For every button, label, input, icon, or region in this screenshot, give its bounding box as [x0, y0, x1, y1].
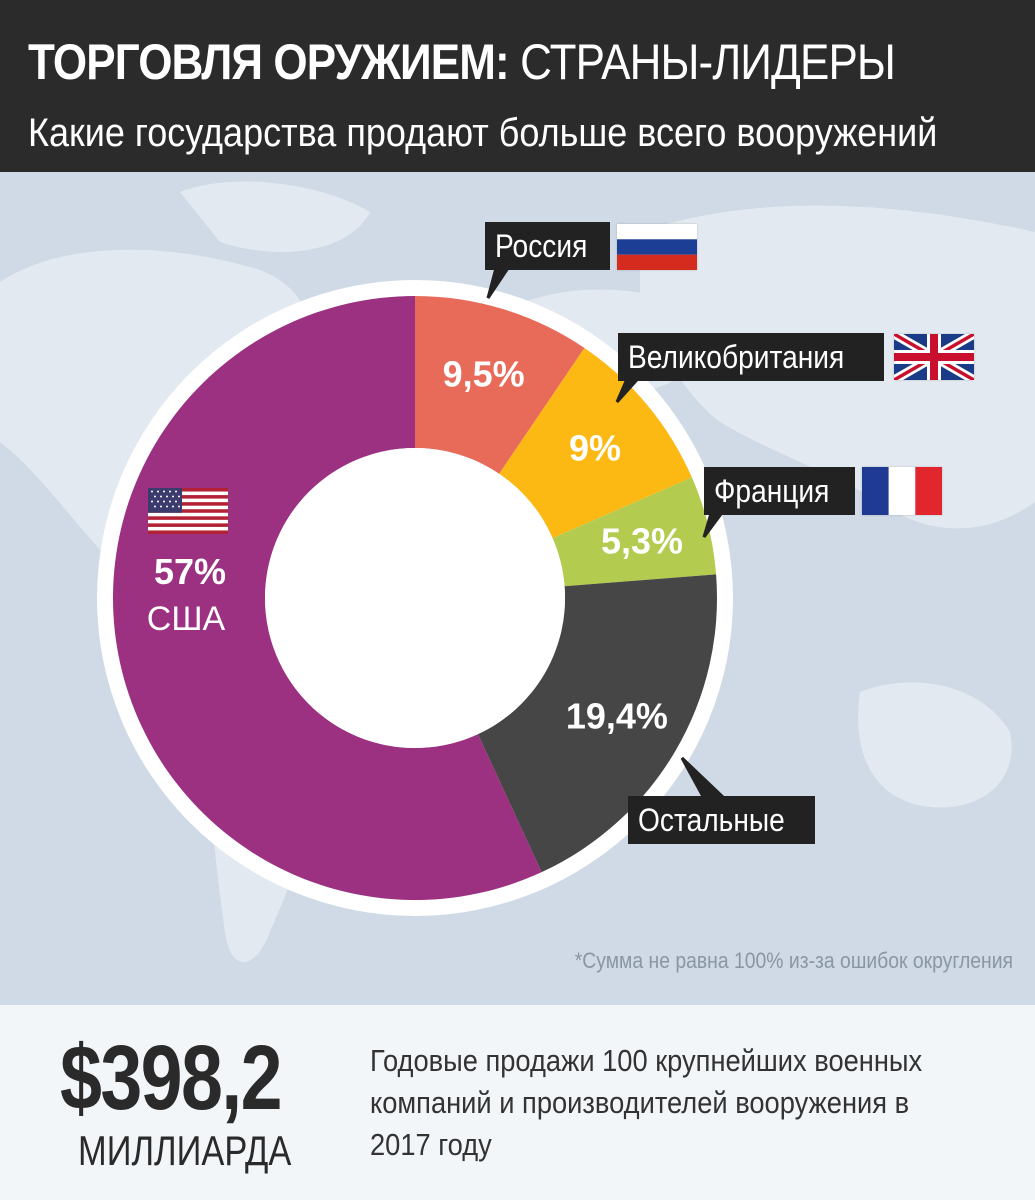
usa-label: США: [147, 600, 226, 638]
footer-panel: [0, 1005, 1035, 1200]
donut-chart: 9,5% 9% 5,3% 19,4% 57% США: [97, 266, 733, 916]
title-light: СТРАНЫ-ЛИДЕРЫ: [520, 34, 896, 90]
others-label: Остальные: [638, 802, 785, 838]
title-bold: ТОРГОВЛЯ ОРУЖИЕМ:: [28, 34, 510, 90]
data-label-russia: 9,5%: [443, 353, 525, 394]
donut-slice-usa: [112, 296, 542, 900]
footer-description: Годовые продажи 100 крупнейших военных к…: [370, 1043, 923, 1162]
russia-label: Россия: [495, 228, 588, 264]
footnote: *Сумма не равна 100% из-за ошибок округл…: [574, 948, 1013, 973]
total-sales-unit: МИЛЛИАРДА: [78, 1127, 292, 1174]
uk-flag-icon: [894, 334, 974, 380]
total-sales-value: $398,2: [60, 1027, 283, 1129]
data-label-usa: 57%: [154, 551, 226, 592]
france-flag-icon: [862, 467, 942, 515]
header: ТОРГОВЛЯ ОРУЖИЕМ: СТРАНЫ-ЛИДЕРЫ Какие го…: [0, 0, 1035, 172]
donut-slice-others: [477, 574, 717, 873]
donut-slice-uk: [499, 348, 692, 539]
uk-label: Великобритания: [628, 339, 845, 375]
russia-callout: Россия: [485, 222, 610, 270]
uk-callout: Великобритания: [618, 333, 884, 381]
data-label-others: 19,4%: [566, 695, 668, 736]
data-label-uk: 9%: [569, 428, 621, 469]
others-callout: Остальные: [628, 796, 815, 844]
data-label-france: 5,3%: [601, 520, 683, 561]
donut-slice-france: [552, 477, 717, 587]
france-callout: Франция: [704, 467, 856, 515]
page-title: ТОРГОВЛЯ ОРУЖИЕМ: СТРАНЫ-ЛИДЕРЫ: [28, 30, 896, 94]
russia-flag-icon: [617, 224, 697, 270]
donut-slice-russia: [415, 296, 585, 474]
donut-hole: [265, 448, 565, 748]
page-subtitle: Какие государства продают больше всего в…: [28, 111, 938, 155]
usa-flag-icon: [148, 488, 228, 534]
france-label: Франция: [714, 473, 830, 509]
